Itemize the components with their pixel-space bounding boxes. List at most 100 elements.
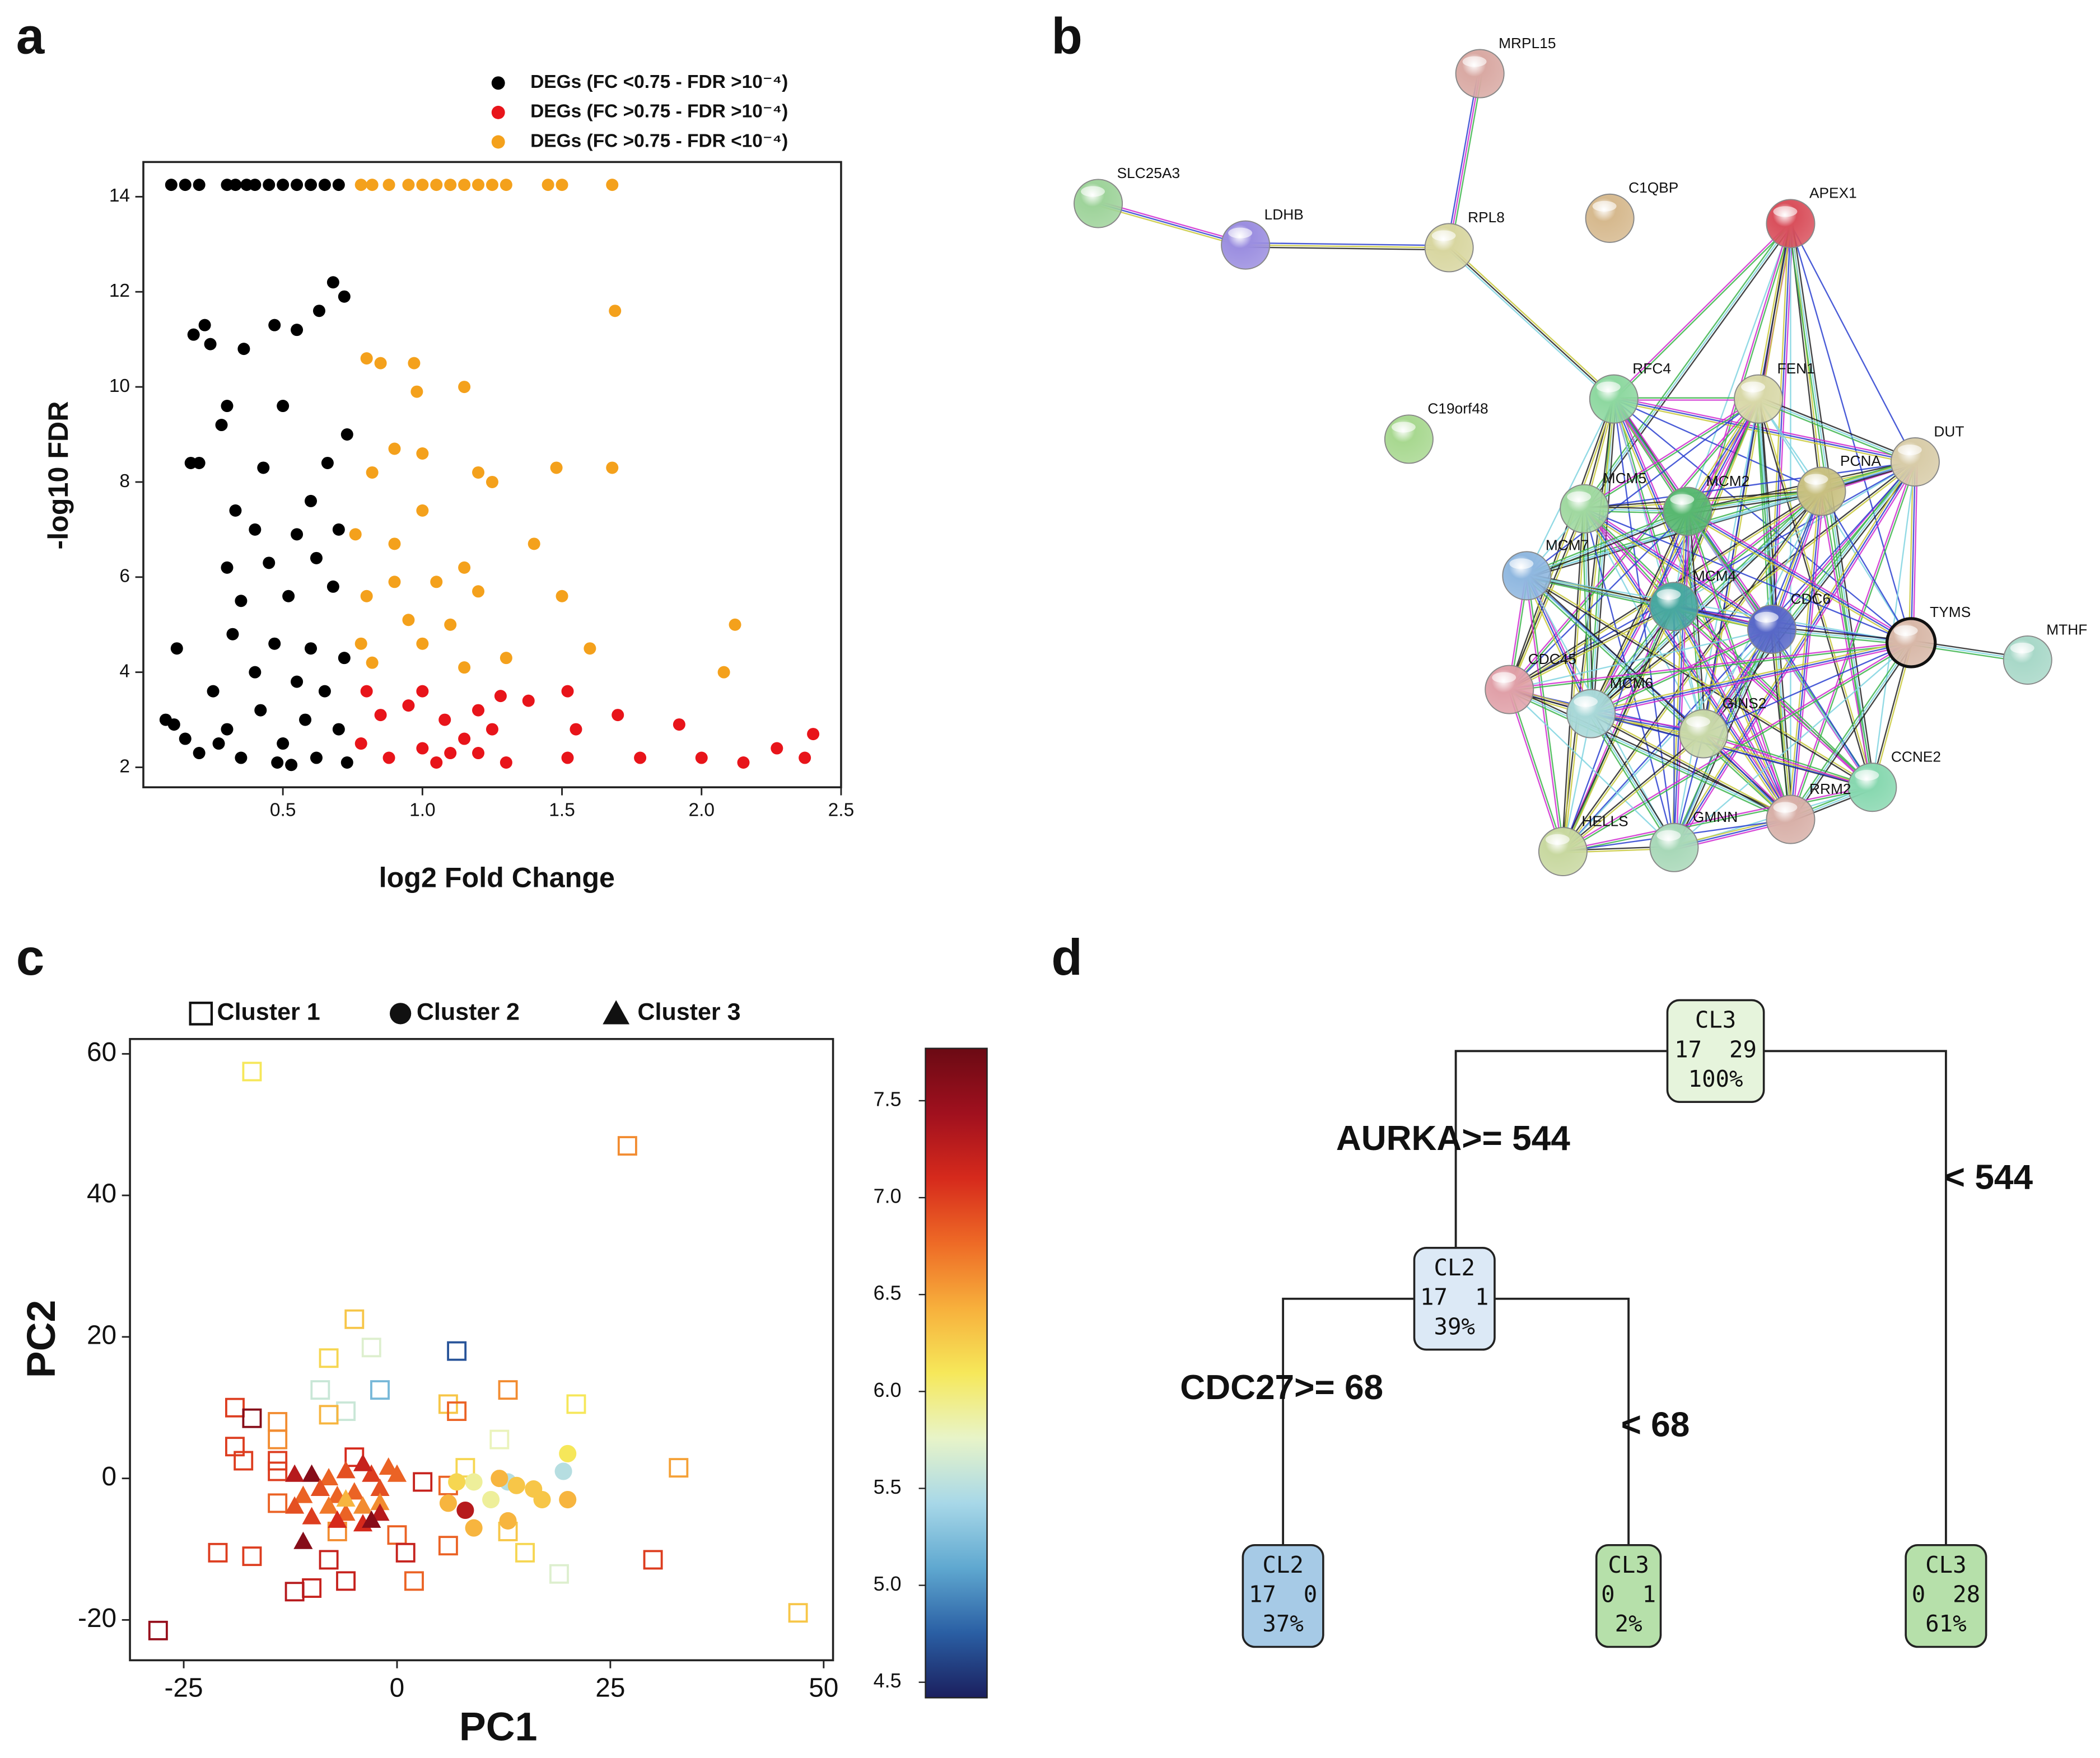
colorbar-tick-label: 6.0: [874, 1379, 902, 1401]
y-tick-label: 10: [109, 376, 130, 396]
point: [360, 352, 373, 365]
point: [438, 1536, 458, 1556]
point: [319, 1550, 339, 1570]
protein-node: [1747, 604, 1797, 654]
point: [336, 1401, 356, 1422]
point: [179, 732, 192, 745]
x-tick-label: 0.5: [270, 800, 296, 821]
point: [310, 751, 323, 764]
protein-label: MCM4: [1693, 568, 1736, 585]
point: [249, 179, 262, 191]
point: [507, 1476, 525, 1494]
protein-label: MCM7: [1546, 537, 1589, 554]
point: [242, 1408, 262, 1428]
interaction-edge: [1508, 398, 1758, 690]
point: [807, 728, 820, 741]
node-highlight: [1228, 227, 1253, 239]
protein-node: [1886, 617, 1937, 668]
point: [167, 718, 180, 731]
point: [788, 1603, 808, 1623]
point: [500, 756, 512, 769]
interaction-edge: [1509, 640, 1911, 689]
tree-node: [1905, 1544, 1987, 1648]
interaction-edge: [1614, 223, 1792, 400]
node-highlight: [1773, 206, 1798, 217]
interaction-edge: [1527, 574, 1873, 787]
point: [321, 456, 334, 469]
interaction-edge: [1672, 607, 1790, 821]
interaction-edge: [1703, 734, 1873, 789]
protein-node: [1566, 689, 1616, 738]
interaction-edge: [1819, 491, 1872, 788]
interaction-edge: [1509, 643, 1912, 691]
point: [444, 179, 457, 191]
interaction-edge: [1525, 576, 1872, 789]
point: [310, 1478, 330, 1497]
legend-marker: [491, 76, 505, 90]
interaction-edge: [1758, 399, 1912, 643]
y-tick-label: 40: [87, 1179, 116, 1209]
point: [561, 685, 574, 698]
point: [336, 1503, 356, 1521]
x-tick-label: 1.0: [409, 800, 436, 821]
interaction-edge: [1591, 712, 1791, 819]
point: [291, 675, 304, 688]
interaction-edge: [1704, 732, 1873, 787]
point: [472, 179, 485, 191]
interaction-edge: [1771, 223, 1791, 630]
point: [328, 1510, 347, 1528]
node-highlight: [1670, 494, 1695, 505]
point: [277, 179, 290, 191]
point: [204, 338, 217, 350]
point: [193, 747, 206, 760]
point: [302, 1578, 322, 1598]
colorbar-tick-label: 5.0: [874, 1573, 902, 1595]
interaction-edge: [1563, 643, 1912, 853]
x-tick-label: 1.5: [549, 800, 575, 821]
interaction-edge: [1910, 462, 1916, 643]
x-tick-label: 2.0: [688, 800, 715, 821]
point: [291, 528, 304, 541]
point: [212, 737, 225, 750]
interaction-edge: [1563, 787, 1873, 854]
point: [344, 1482, 364, 1500]
point: [382, 179, 395, 191]
point: [447, 1401, 467, 1422]
interaction-edge: [1590, 642, 1911, 714]
legend-label: DEGs (FC <0.75 - FDR >10⁻⁴): [530, 72, 788, 92]
interaction-edge: [1590, 713, 1873, 788]
protein-label: CDC6: [1790, 590, 1831, 607]
node-highlight: [1686, 716, 1710, 727]
node-percent: 37%: [1262, 1610, 1303, 1637]
node-highlight: [1431, 230, 1456, 241]
protein-node: [1384, 414, 1434, 464]
node-counts: 0 1: [1601, 1581, 1656, 1608]
protein-label: RRM2: [1809, 780, 1851, 797]
interaction-edge: [1448, 73, 1481, 248]
node-highlight: [1462, 56, 1487, 67]
point: [472, 585, 485, 598]
legend-label: DEGs (FC >0.75 - FDR >10⁻⁴): [530, 101, 788, 122]
point: [416, 685, 429, 698]
point: [486, 179, 498, 191]
colorbar-tick-label: 4.5: [874, 1670, 902, 1692]
node-class: CL3: [1925, 1551, 1966, 1578]
point: [643, 1550, 663, 1570]
protein-label: APEX1: [1809, 185, 1857, 202]
node-highlight: [1855, 770, 1879, 781]
point: [285, 1464, 305, 1482]
point: [500, 179, 512, 191]
protein-node: [1074, 179, 1123, 228]
interaction-edge: [1614, 396, 1916, 461]
protein-label: MCM6: [1610, 675, 1653, 691]
point: [486, 723, 498, 736]
interaction-edge: [1591, 644, 1912, 717]
point: [268, 1451, 288, 1471]
interaction-edge: [1592, 399, 1617, 714]
interaction-edge: [1524, 576, 1590, 715]
point: [556, 179, 568, 191]
point: [354, 637, 367, 650]
point: [634, 751, 647, 764]
interaction-edge: [1582, 509, 1790, 821]
point: [374, 709, 387, 722]
